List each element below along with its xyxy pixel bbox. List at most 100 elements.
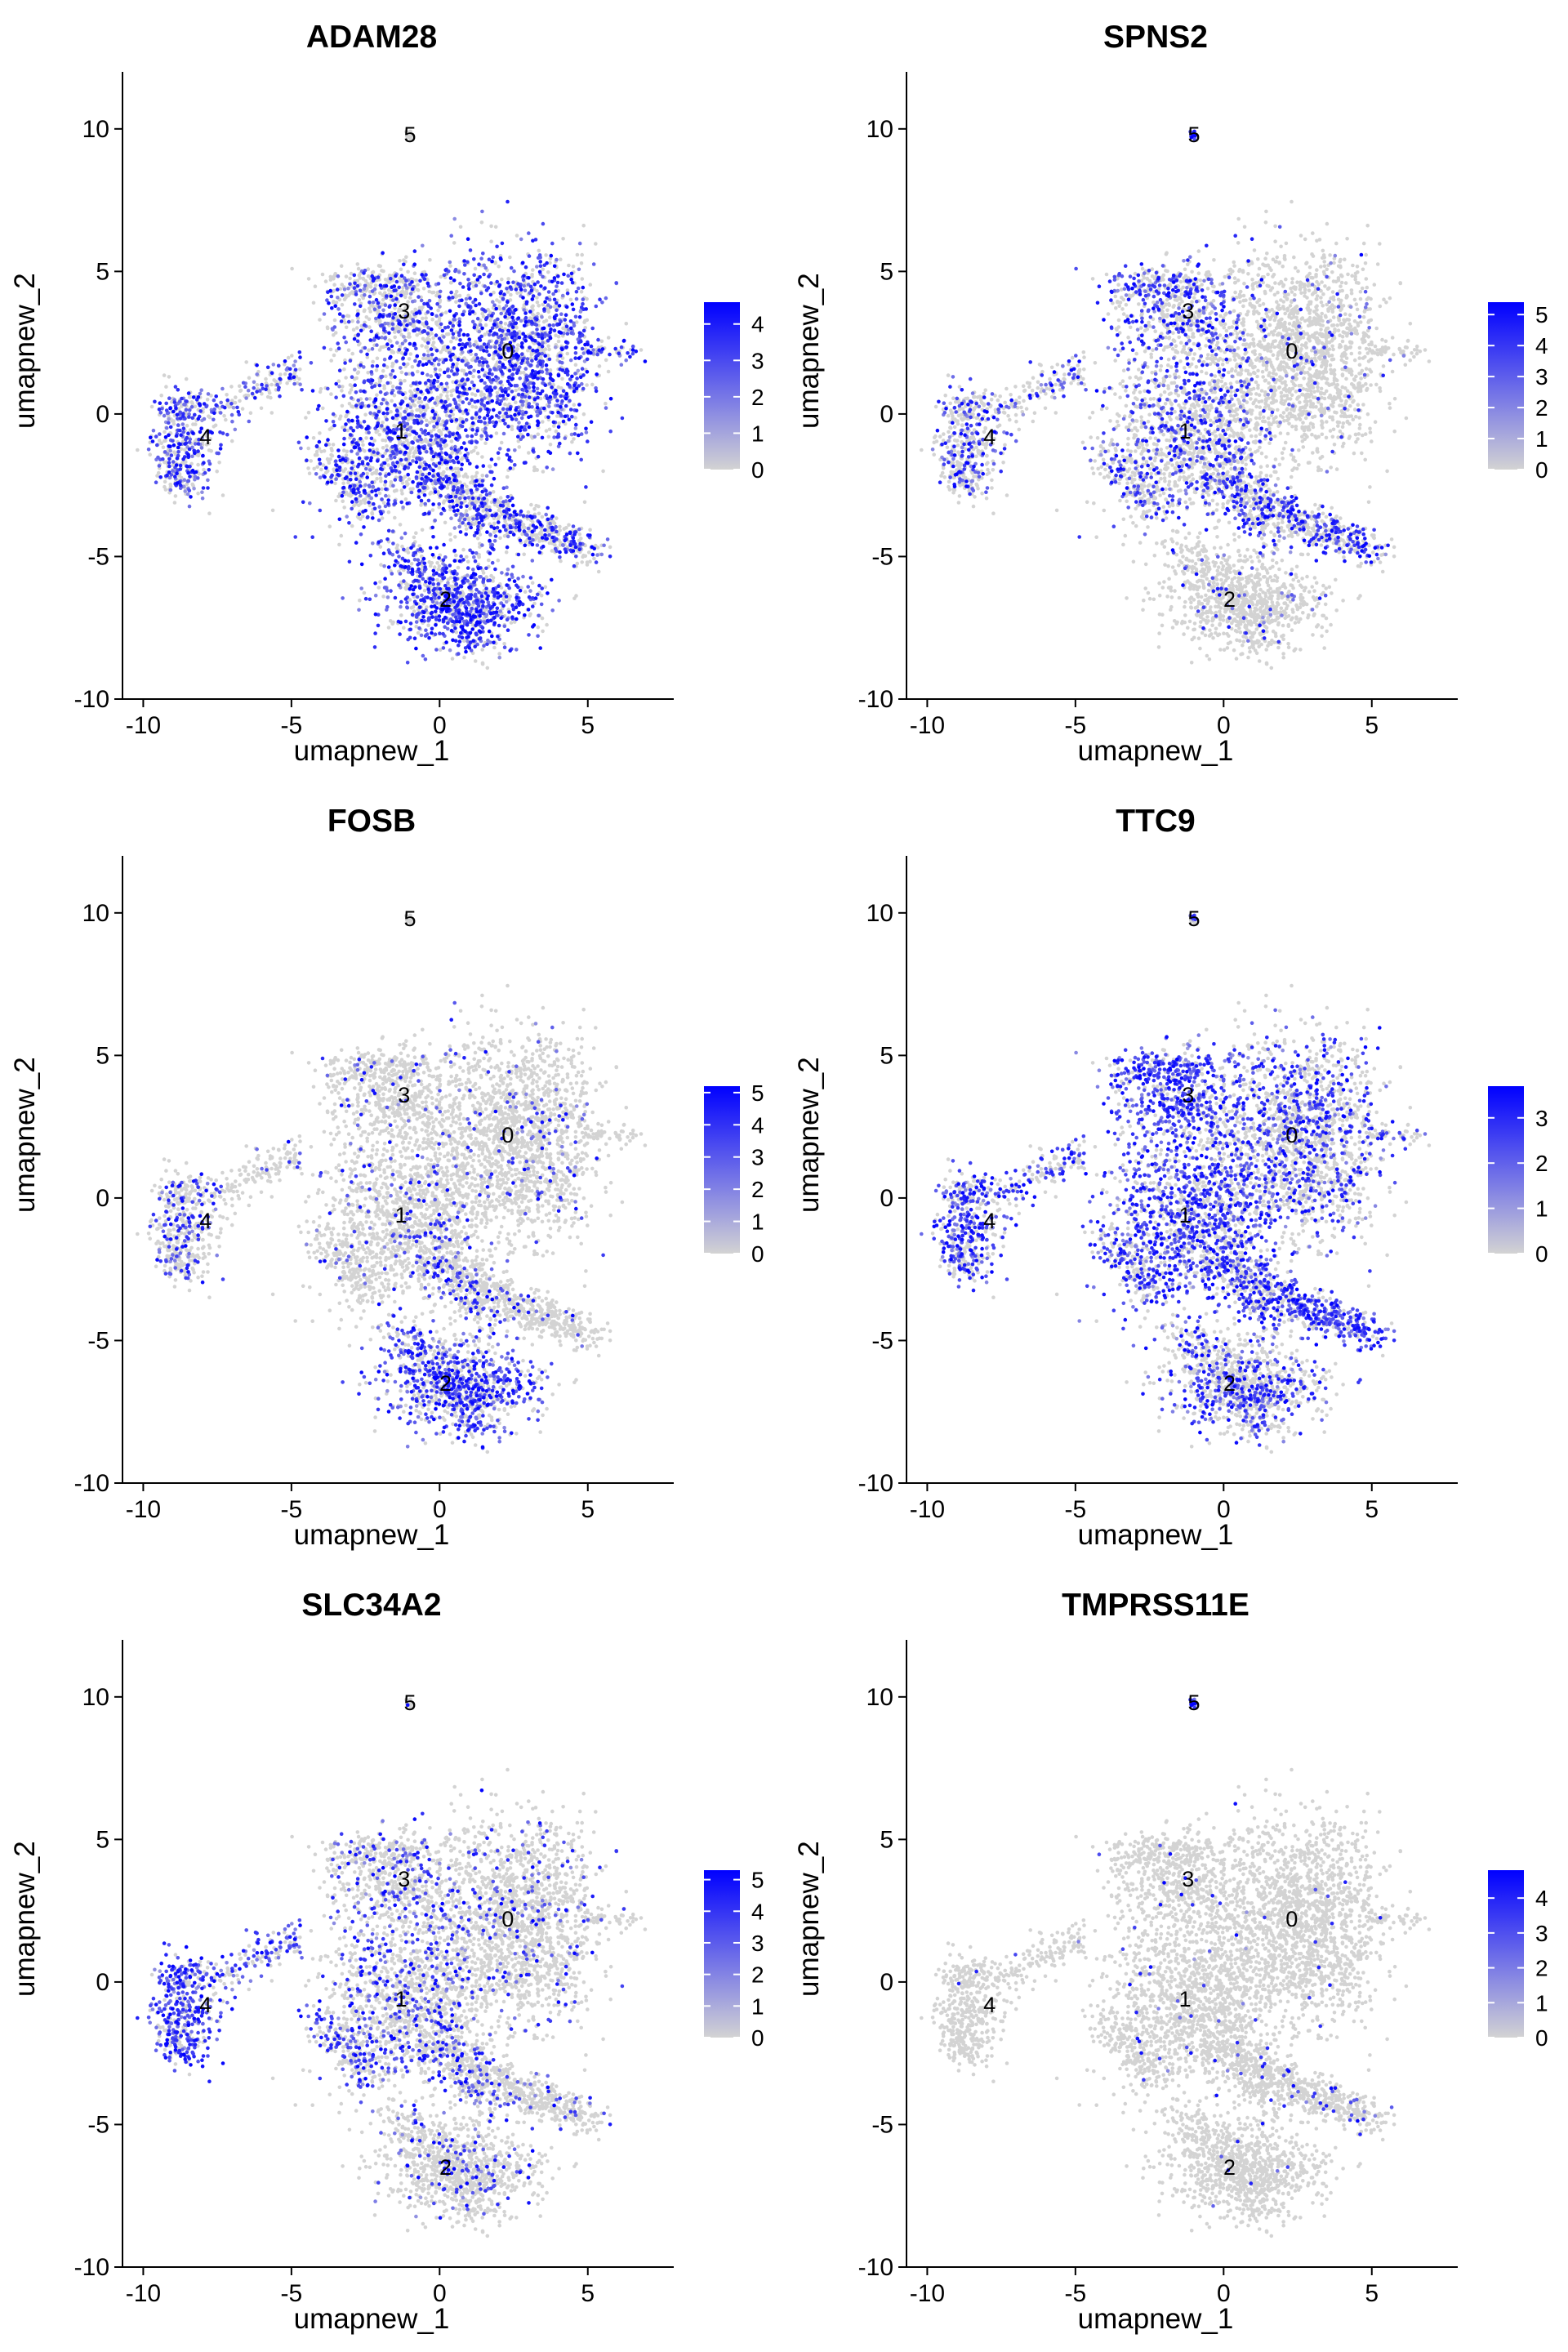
cell-point [446,581,450,585]
cell-point [526,526,531,531]
cell-point [179,475,184,480]
cell-point [346,480,350,485]
cell-point [406,270,410,274]
cell-point [394,452,399,457]
cell-point [544,512,548,517]
cell-point [427,337,432,342]
cell-point [158,432,162,436]
cell-point [442,273,447,278]
cell-point [425,372,430,377]
cell-point [168,484,173,489]
cell-point [332,318,337,323]
cell-point [349,471,353,475]
cell-point [514,593,519,597]
cell-point [402,335,406,339]
cell-point [421,486,426,490]
cell-point [536,634,540,639]
cell-point [406,131,411,136]
cell-point [163,488,168,492]
cell-point [530,581,535,585]
cell-point [459,501,464,506]
cell-point [310,535,315,539]
cell-point [399,308,403,313]
cell-point [212,407,216,412]
cell-point [511,349,515,354]
cell-point [432,427,436,432]
cell-point [314,472,318,476]
cell-point [408,627,413,632]
cell-point [353,471,358,475]
cell-point [444,443,448,448]
cell-point [435,561,439,565]
cell-point [361,443,365,448]
cell-point [594,242,598,246]
cell-point [225,432,229,437]
cell-point [340,389,344,393]
cell-point [408,487,413,492]
cell-point [452,398,457,402]
cell-point [537,532,541,536]
cell-point [171,460,176,464]
cell-point [573,426,578,430]
cell-point [524,399,528,403]
cell-point [527,404,531,409]
cell-point [358,598,362,603]
cell-point [329,294,334,299]
cell-point [448,430,452,435]
cell-point [533,238,538,242]
cell-point [488,640,492,644]
cell-point [575,561,580,566]
cell-point [190,445,194,450]
cell-point [365,456,369,461]
cell-point [521,434,525,439]
cell-point [426,431,430,436]
cell-point [255,372,260,376]
cell-point [449,516,453,520]
cell-point [535,317,539,322]
cell-point [466,283,471,288]
cell-point [448,564,452,568]
cell-point [452,372,457,376]
cell-point [518,376,522,381]
cell-point [543,347,548,351]
cell-point [488,420,492,425]
cell-point [199,446,204,450]
cell-point [354,390,359,394]
cell-point [517,392,521,397]
cell-point [550,608,555,612]
cell-point [529,319,534,324]
cell-point [455,372,459,376]
cell-point [366,371,371,375]
cell-point [561,389,566,394]
cell-point [391,541,395,546]
cell-point [495,606,500,611]
cell-point [494,341,498,345]
cell-point [518,284,523,289]
cell-point [370,512,375,516]
cell-point [466,496,471,500]
cell-point [370,471,375,476]
cell-point [550,385,554,390]
cell-point [508,298,513,302]
cell-point [523,315,528,320]
cell-point [350,318,354,323]
cell-point [236,410,241,414]
cell-point [355,425,360,430]
cell-point [349,478,353,482]
cell-point [381,595,385,599]
cell-point [411,299,415,304]
cell-point [496,635,500,639]
cell-point [342,335,346,340]
cell-point [594,389,599,394]
cell-point [408,396,413,401]
cell-point [497,300,501,304]
cell-point [422,353,426,357]
cell-point [410,612,415,617]
cell-point [183,442,187,446]
cell-point [477,590,481,595]
cell-point [514,522,519,526]
cell-point [439,322,443,327]
cell-point [402,626,406,630]
cell-point [577,333,582,338]
cell-point [399,536,404,540]
